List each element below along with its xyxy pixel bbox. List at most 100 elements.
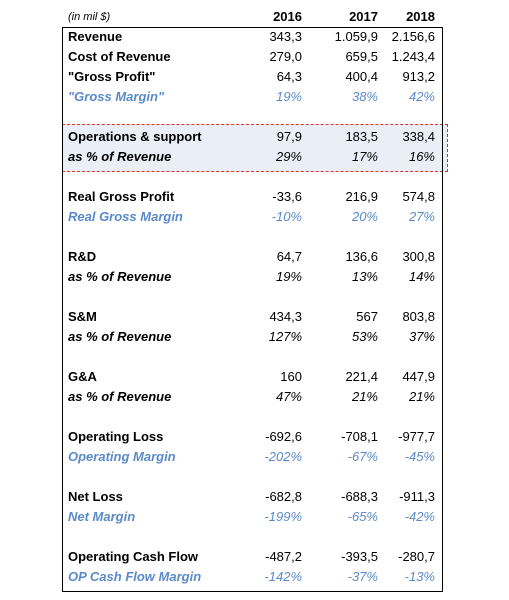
cell-2016: 47% bbox=[275, 389, 302, 404]
cell-2018: 27% bbox=[408, 209, 435, 224]
cell-2018: 37% bbox=[408, 329, 435, 344]
cell-2017: 400,4 bbox=[345, 69, 378, 84]
cell-2018: 21% bbox=[408, 389, 435, 404]
cell-2017: 567 bbox=[356, 309, 378, 324]
table-row: as % of Revenue 29% 17% 16% bbox=[62, 147, 443, 167]
row-label: as % of Revenue bbox=[68, 329, 172, 344]
cell-2016: 160 bbox=[280, 369, 302, 384]
row-label: R&D bbox=[68, 249, 97, 264]
table-row: G&A 160 221,4 447,9 bbox=[62, 367, 443, 387]
cell-2017: 20% bbox=[351, 209, 378, 224]
table-row: Cost of Revenue 279,0 659,5 1.243,4 bbox=[62, 47, 443, 67]
highlighted-region bbox=[62, 124, 448, 172]
cell-2017: 53% bbox=[351, 329, 378, 344]
cell-2017: 136,6 bbox=[345, 249, 378, 264]
row-label: "Gross Profit" bbox=[68, 69, 156, 84]
table-row: as % of Revenue 47% 21% 21% bbox=[62, 387, 443, 407]
cell-2016: -682,8 bbox=[265, 489, 302, 504]
table-row: Net Loss -682,8 -688,3 -911,3 bbox=[62, 487, 443, 507]
row-label: as % of Revenue bbox=[68, 149, 172, 164]
table-row: Real Gross Margin -10% 20% 27% bbox=[62, 207, 443, 227]
cell-2016: 97,9 bbox=[276, 129, 302, 144]
row-label: Operating Loss bbox=[68, 429, 164, 444]
cell-2016: -33,6 bbox=[272, 189, 302, 204]
unit-label: (in mil $) bbox=[68, 11, 111, 23]
year-header-2017: 2017 bbox=[349, 9, 378, 24]
cell-2016: -142% bbox=[264, 569, 302, 584]
cell-2018: 574,8 bbox=[402, 189, 435, 204]
table-row: R&D 64,7 136,6 300,8 bbox=[62, 247, 443, 267]
row-label: G&A bbox=[68, 369, 97, 384]
table-row: Operations & support 97,9 183,5 338,4 bbox=[62, 127, 443, 147]
cell-2018: 2.156,6 bbox=[391, 29, 435, 44]
table-row: OP Cash Flow Margin -142% -37% -13% bbox=[62, 567, 443, 587]
row-label: "Gross Margin" bbox=[68, 89, 165, 104]
cell-2016: -202% bbox=[264, 449, 302, 464]
cell-2018: 14% bbox=[408, 269, 435, 284]
cell-2018: -977,7 bbox=[398, 429, 435, 444]
table-row: "Gross Margin" 19% 38% 42% bbox=[62, 87, 443, 107]
cell-2018: 42% bbox=[408, 89, 435, 104]
cell-2018: 338,4 bbox=[402, 129, 435, 144]
cell-2016: 127% bbox=[268, 329, 302, 344]
cell-2017: 659,5 bbox=[345, 49, 378, 64]
cell-2018: 16% bbox=[408, 149, 435, 164]
cell-2016: 343,3 bbox=[269, 29, 302, 44]
cell-2016: -692,6 bbox=[265, 429, 302, 444]
row-label: Revenue bbox=[68, 29, 123, 44]
cell-2016: -487,2 bbox=[265, 549, 302, 564]
cell-2018: 300,8 bbox=[402, 249, 435, 264]
cell-2017: 38% bbox=[351, 89, 378, 104]
cell-2017: 17% bbox=[351, 149, 378, 164]
cell-2017: -65% bbox=[347, 509, 378, 524]
table-header: (in mil $) 2016 2017 2018 bbox=[62, 7, 443, 27]
cell-2018: 1.243,4 bbox=[391, 49, 435, 64]
cell-2016: 434,3 bbox=[269, 309, 302, 324]
row-label: OP Cash Flow Margin bbox=[68, 569, 202, 584]
cell-2017: -393,5 bbox=[341, 549, 378, 564]
table-row: S&M 434,3 567 803,8 bbox=[62, 307, 443, 327]
table-row: "Gross Profit" 64,3 400,4 913,2 bbox=[62, 67, 443, 87]
cell-2017: -37% bbox=[347, 569, 378, 584]
cell-2017: 216,9 bbox=[345, 189, 378, 204]
cell-2017: -688,3 bbox=[341, 489, 378, 504]
cell-2017: 1.059,9 bbox=[334, 29, 378, 44]
table-row: Real Gross Profit -33,6 216,9 574,8 bbox=[62, 187, 443, 207]
cell-2018: -42% bbox=[404, 509, 435, 524]
year-header-2016: 2016 bbox=[273, 9, 302, 24]
year-header-2018: 2018 bbox=[406, 9, 435, 24]
row-label: Operations & support bbox=[68, 129, 202, 144]
cell-2018: -13% bbox=[404, 569, 435, 584]
cell-2017: 183,5 bbox=[345, 129, 378, 144]
table-row: as % of Revenue 19% 13% 14% bbox=[62, 267, 443, 287]
cell-2016: -10% bbox=[271, 209, 302, 224]
cell-2016: 64,3 bbox=[276, 69, 302, 84]
cell-2017: -708,1 bbox=[341, 429, 378, 444]
row-label: Net Margin bbox=[68, 509, 136, 524]
row-label: Operating Margin bbox=[68, 449, 176, 464]
cell-2016: 19% bbox=[275, 89, 302, 104]
table-row: Net Margin -199% -65% -42% bbox=[62, 507, 443, 527]
cell-2016: 29% bbox=[275, 149, 302, 164]
cell-2017: 21% bbox=[351, 389, 378, 404]
cell-2017: 221,4 bbox=[345, 369, 378, 384]
cell-2017: -67% bbox=[347, 449, 378, 464]
table-frame bbox=[62, 27, 443, 592]
cell-2017: 13% bbox=[351, 269, 378, 284]
row-label: Net Loss bbox=[68, 489, 123, 504]
table-row: Operating Margin -202% -67% -45% bbox=[62, 447, 443, 467]
cell-2018: 803,8 bbox=[402, 309, 435, 324]
row-label: as % of Revenue bbox=[68, 269, 172, 284]
table-row: as % of Revenue 127% 53% 37% bbox=[62, 327, 443, 347]
row-label: S&M bbox=[68, 309, 97, 324]
cell-2018: -45% bbox=[404, 449, 435, 464]
row-label: Cost of Revenue bbox=[68, 49, 171, 64]
cell-2018: 913,2 bbox=[402, 69, 435, 84]
table-row: Operating Loss -692,6 -708,1 -977,7 bbox=[62, 427, 443, 447]
cell-2018: -911,3 bbox=[399, 489, 435, 504]
row-label: Operating Cash Flow bbox=[68, 549, 199, 564]
cell-2016: 279,0 bbox=[269, 49, 302, 64]
cell-2018: -280,7 bbox=[398, 549, 435, 564]
cell-2016: -199% bbox=[264, 509, 302, 524]
table-row: Operating Cash Flow -487,2 -393,5 -280,7 bbox=[62, 547, 443, 567]
